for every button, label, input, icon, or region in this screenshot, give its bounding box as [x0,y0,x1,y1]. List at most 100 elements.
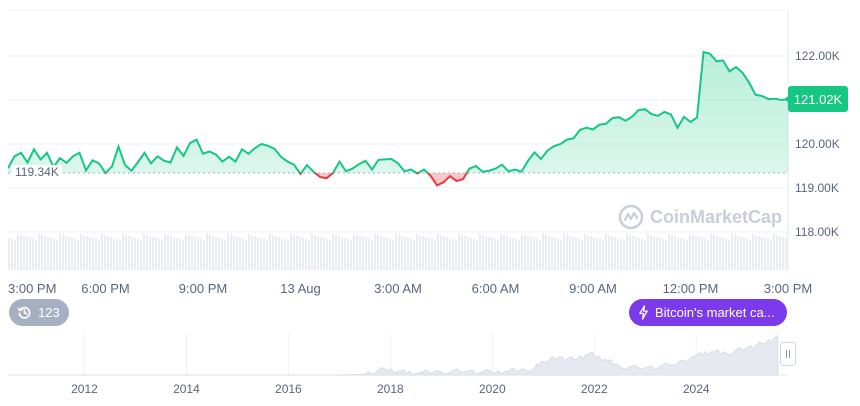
volume-bar [557,239,559,270]
event-tag-button[interactable]: Bitcoin's market ca... [629,299,787,326]
volume-bar [212,236,214,270]
volume-bar [398,235,400,270]
x-tick-label: 9:00 PM [179,281,227,296]
volume-bar [152,237,154,270]
volume-bar [785,238,787,270]
volume-bar [11,239,13,270]
volume-bar [317,236,319,270]
volume-bar [299,237,301,270]
volume-bar [44,236,46,270]
volume-bar [644,240,646,270]
volume-bar [698,237,700,270]
volume-bar [488,237,490,270]
volume-bar [353,234,355,270]
volume-bar [143,234,145,270]
volume-bar [179,239,181,270]
volume-bar [743,238,745,270]
volume-bar [548,236,550,270]
volume-bar [473,239,475,270]
x-tick-label: 12:00 PM [663,281,719,296]
volume-bar [146,235,148,270]
volume-bar [227,234,229,270]
volume-bar [524,235,526,270]
volume-bar [341,237,343,270]
volume-bar [377,235,379,270]
volume-bar [215,237,217,270]
volume-bar [26,237,28,270]
volume-bar [467,237,469,270]
volume-bar [503,235,505,270]
volume-bar [776,235,778,270]
volume-bar [359,236,361,270]
volume-bar [47,237,49,270]
volume-bar [617,238,619,270]
volume-bar [575,238,577,270]
volume-bar [62,235,64,270]
volume-bar [659,238,661,270]
volume-bar [713,235,715,270]
volume-bar [692,235,694,270]
volume-bar [158,239,160,270]
volume-bar [662,239,664,270]
volume-bar [482,235,484,270]
volume-bar [197,238,199,270]
navigator-year-label: 2018 [377,382,404,396]
volume-bar [383,237,385,270]
volume-bar [572,237,574,270]
watermark: CoinMarketCap [618,204,782,230]
volume-bar [53,239,55,270]
volume-bar [296,236,298,270]
volume-bar [614,237,616,270]
volume-bar [704,239,706,270]
volume-bar [734,235,736,270]
volume-bar [539,240,541,270]
navigator-scroll-handle[interactable] [780,342,796,366]
volume-bar [497,240,499,270]
volume-bar [521,234,523,270]
current-price-tag: 121.02K [788,86,848,113]
volume-bar [257,237,259,270]
volume-bar [401,236,403,270]
volume-bar [101,234,103,270]
volume-bar [263,239,265,270]
history-button[interactable]: 123 [9,299,69,326]
navigator-year-label: 2016 [275,382,302,396]
volume-bar [206,234,208,270]
volume-bar [113,238,115,270]
volume-bar [182,240,184,270]
volume-bar [458,234,460,270]
volume-bar [191,236,193,270]
navigator-year-label: 2020 [479,382,506,396]
navigator[interactable]: 2012 2014 2016 2018 2020 2022 2024 [8,332,788,396]
volume-bar [749,240,751,270]
lightning-icon [639,305,648,320]
volume-bar [686,240,688,270]
volume-bar [761,237,763,270]
volume-bar [770,240,772,270]
volume-bar [410,239,412,270]
volume-bar [233,236,235,270]
volume-bar [131,237,133,270]
volume-bar [266,240,268,270]
volume-bar [242,239,244,270]
volume-bar [623,240,625,270]
volume-bar [434,240,436,270]
volume-bar [92,238,94,270]
handle-grip-line [789,350,790,358]
volume-bar [602,240,604,270]
volume-bar [302,238,304,270]
navigator-year-label: 2012 [71,382,98,396]
x-tick-label: 13 Aug [280,281,321,296]
price-area-up [8,52,788,174]
volume-bar [680,238,682,270]
volume-bar [320,237,322,270]
volume-bar [422,236,424,270]
volume-bar [23,236,25,270]
volume-bar [245,240,247,270]
volume-bar [431,239,433,270]
y-tick-label: 120.00K [795,137,840,151]
volume-bar [365,238,367,270]
volume-bar [443,236,445,270]
